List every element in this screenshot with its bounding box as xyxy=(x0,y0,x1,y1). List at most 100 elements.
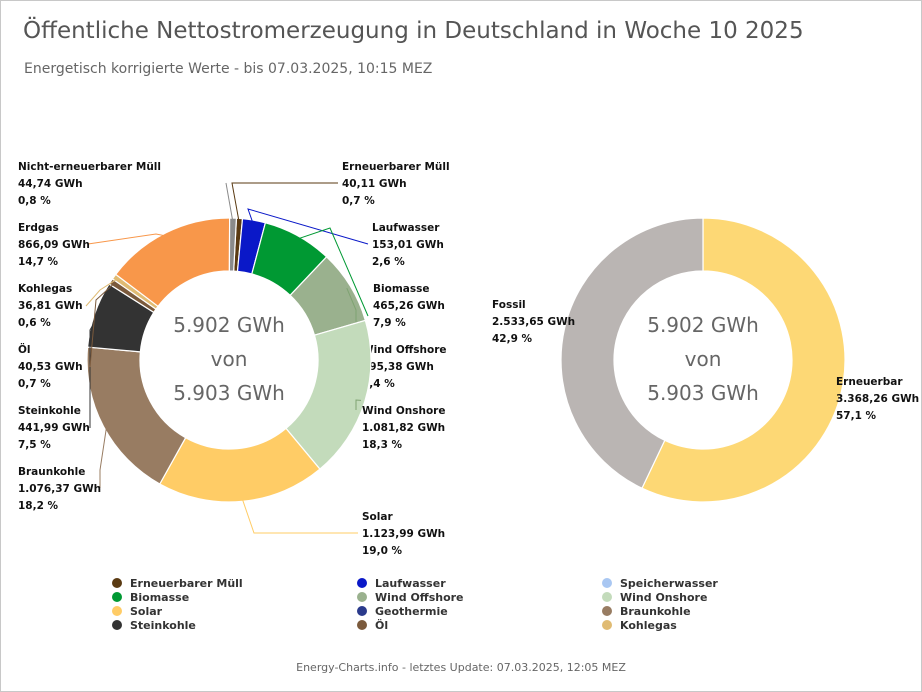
data-label-oel-percent: 0,7 % xyxy=(18,378,51,390)
connector-braunkohle xyxy=(99,424,108,488)
data-label-kohlegas-percent: 0,6 % xyxy=(18,317,51,329)
data-label-kohlegas-name: Kohlegas xyxy=(18,283,72,295)
legend-swatch xyxy=(602,606,612,616)
center-text-max: 5.903 GWh xyxy=(173,381,285,405)
legend-swatch xyxy=(357,606,367,616)
slice-erneuerbar[interactable] xyxy=(641,217,846,503)
data-label-solar-name: Solar xyxy=(362,511,393,523)
data-label-steinkohle-percent: 7,5 % xyxy=(18,439,51,451)
legend-swatch xyxy=(602,620,612,630)
data-label-braunkohle-percent: 18,2 % xyxy=(18,500,59,512)
data-label-steinkohle-value: 441,99 GWh xyxy=(18,422,90,434)
legend-item-braunkohle[interactable]: Braunkohle xyxy=(602,604,832,618)
legend-label: Solar xyxy=(130,604,163,618)
data-label-erneuerbar-value: 3.368,26 GWh xyxy=(836,393,919,405)
data-label-oel-name: Öl xyxy=(18,342,31,356)
legend-item-kohlegas[interactable]: Kohlegas xyxy=(602,618,832,632)
legend-label: Biomasse xyxy=(130,590,190,604)
legend-label: Braunkohle xyxy=(620,604,691,618)
legend-swatch xyxy=(357,620,367,630)
legend-swatch xyxy=(112,578,122,588)
data-label-laufwasser-value: 153,01 GWh xyxy=(372,239,444,251)
connector-laufwasser xyxy=(247,208,369,245)
center-text-von: von xyxy=(685,347,722,371)
legend-swatch xyxy=(357,578,367,588)
connector-solar xyxy=(241,497,358,534)
data-label-erneuerbar-name: Erneuerbar xyxy=(836,376,903,388)
legend-label: Wind Offshore xyxy=(375,590,464,604)
data-label-nicht-erneuerbarer-muell-percent: 0,8 % xyxy=(18,195,51,207)
data-label-steinkohle-name: Steinkohle xyxy=(18,405,81,417)
data-label-fossil-name: Fossil xyxy=(492,299,526,311)
slice-braunkohle[interactable] xyxy=(86,346,187,485)
data-label-solar-percent: 19,0 % xyxy=(362,545,403,557)
legend-label: Erneuerbarer Müll xyxy=(130,576,243,590)
data-label-wind-onshore-percent: 18,3 % xyxy=(362,439,403,451)
legend-swatch xyxy=(112,620,122,630)
legend-item-geothermie[interactable]: Geothermie xyxy=(357,604,602,618)
chart-title: Öffentliche Nettostromerzeugung in Deuts… xyxy=(23,18,804,44)
data-label-erdgas-value: 866,09 GWh xyxy=(18,239,90,251)
legend-label: Steinkohle xyxy=(130,618,196,632)
legend-item-biomasse[interactable]: Biomasse xyxy=(112,590,357,604)
connector-biomasse xyxy=(296,227,369,317)
connector-erdgas xyxy=(87,233,168,245)
data-label-biomasse-name: Biomasse xyxy=(373,283,429,295)
connector-steinkohle xyxy=(89,315,99,428)
connector-fossil xyxy=(565,319,569,330)
connector-erneuerbar xyxy=(833,379,839,391)
data-label-wind-onshore-name: Wind Onshore xyxy=(362,405,445,417)
data-label-erneuerbarer-muell-value: 40,11 GWh xyxy=(342,178,407,190)
legend-swatch xyxy=(357,592,367,602)
legend-swatch xyxy=(602,578,612,588)
center-text-total: 5.902 GWh xyxy=(647,313,759,337)
footer-update: Energy-Charts.info - letztes Update: 07.… xyxy=(296,661,626,674)
connector-wind-onshore xyxy=(355,399,362,410)
data-label-braunkohle-value: 1.076,37 GWh xyxy=(18,483,101,495)
legend-item-oel[interactable]: Öl xyxy=(357,618,602,632)
data-label-kohlegas-value: 36,81 GWh xyxy=(18,300,83,312)
data-label-erneuerbarer-muell-percent: 0,7 % xyxy=(342,195,375,207)
legend-item-wind-offshore[interactable]: Wind Offshore xyxy=(357,590,602,604)
legend-swatch xyxy=(112,592,122,602)
data-label-erneuerbar-percent: 57,1 % xyxy=(836,410,877,422)
legend-item-erneuerbarer-muell[interactable]: Erneuerbarer Müll xyxy=(112,576,357,590)
legend-item-steinkohle[interactable]: Steinkohle xyxy=(112,618,357,632)
legend-label: Kohlegas xyxy=(620,618,677,632)
data-label-erdgas-percent: 14,7 % xyxy=(18,256,59,268)
legend-item-wind-onshore[interactable]: Wind Onshore xyxy=(602,590,832,604)
data-label-wind-offshore-value: 495,38 GWh xyxy=(362,361,434,373)
legend-label: Geothermie xyxy=(375,604,448,618)
connector-erneuerbarer-muell xyxy=(231,182,338,223)
data-label-laufwasser-percent: 2,6 % xyxy=(372,256,405,268)
chart-subtitle: Energetisch korrigierte Werte - bis 07.0… xyxy=(24,61,433,77)
legend-label: Wind Onshore xyxy=(620,590,708,604)
legend-label: Laufwasser xyxy=(375,576,446,590)
legend-item-solar[interactable]: Solar xyxy=(112,604,357,618)
legend-label: Speicherwasser xyxy=(620,576,718,590)
data-label-laufwasser-name: Laufwasser xyxy=(372,222,440,234)
slice-fossil[interactable] xyxy=(560,217,704,490)
data-label-wind-offshore-percent: 8,4 % xyxy=(362,378,395,390)
data-label-erdgas-name: Erdgas xyxy=(18,222,59,234)
center-text-max: 5.903 GWh xyxy=(647,381,759,405)
legend-label: Öl xyxy=(375,618,389,632)
data-label-solar-value: 1.123,99 GWh xyxy=(362,528,445,540)
connector-nicht-erneuerbarer-muell xyxy=(225,182,234,223)
connector-kohlegas xyxy=(85,278,118,307)
data-label-wind-onshore-value: 1.081,82 GWh xyxy=(362,422,445,434)
legend-item-speicherwasser[interactable]: Speicherwasser xyxy=(602,576,832,590)
center-text-von: von xyxy=(211,347,248,371)
donut-chart-renewable-vs-fossil: Erneuerbar 3.368,26 GWh 57,1 % Fossil 2.533,… xyxy=(492,217,919,503)
data-label-nicht-erneuerbarer-muell-value: 44,74 GWh xyxy=(18,178,83,190)
data-label-biomasse-value: 465,26 GWh xyxy=(373,300,445,312)
center-text-total: 5.902 GWh xyxy=(173,313,285,337)
legend-item-laufwasser[interactable]: Laufwasser xyxy=(357,576,602,590)
data-label-erneuerbarer-muell-name: Erneuerbarer Müll xyxy=(342,161,450,173)
data-label-oel-value: 40,53 GWh xyxy=(18,361,83,373)
legend: Erneuerbarer Müll Laufwasser Speicherwasse… xyxy=(112,576,832,632)
data-label-fossil-percent: 42,9 % xyxy=(492,333,533,345)
data-label-braunkohle-name: Braunkohle xyxy=(18,466,85,478)
